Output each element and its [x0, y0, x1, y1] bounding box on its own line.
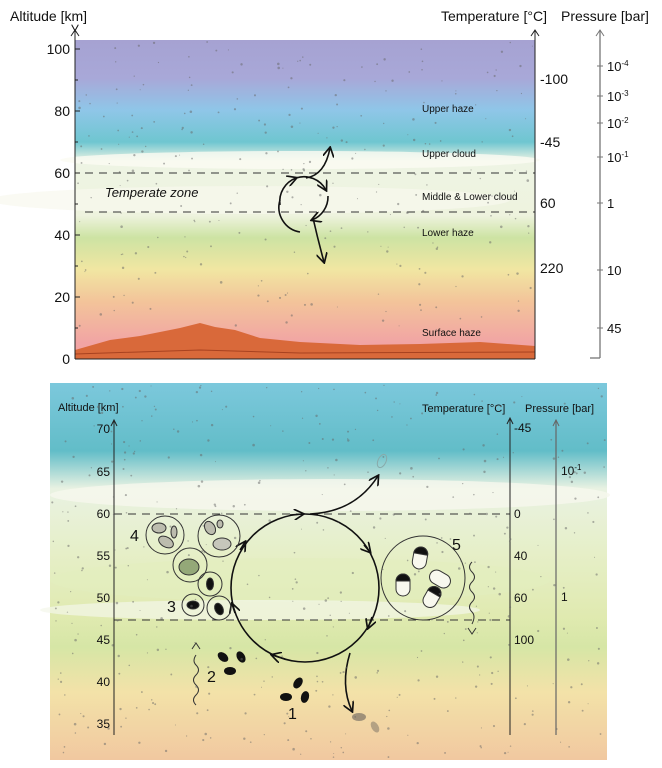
bottom-panel: 1 2 3 4 5 Altitude [km] 70 65 60 55 50 4… [40, 383, 610, 760]
stage-label-1: 1 [288, 706, 297, 723]
convection-cell-arrows [278, 148, 330, 262]
altitude-tick: 55 [97, 549, 111, 563]
temperature-tick: -100 [540, 71, 568, 87]
altitude-tick: 60 [97, 507, 111, 521]
altitude-tick: 35 [97, 717, 111, 731]
top-altitude-title: Altitude [km] [10, 8, 87, 24]
altitude-tick-40: 40 [54, 227, 70, 243]
altitude-tick: 65 [97, 465, 111, 479]
top-pressure-title: Pressure [bar] [561, 8, 649, 24]
layer-label-upper-cloud: Upper cloud [422, 149, 476, 160]
bottom-altitude-title: Altitude [km] [58, 402, 119, 414]
altitude-tick-0: 0 [62, 351, 70, 367]
stage-label-5: 5 [452, 537, 461, 554]
top-temperature-title: Temperature [°C] [441, 8, 547, 24]
pressure-tick: 1 [607, 196, 614, 211]
pressure-tick: 10-1 [607, 150, 629, 165]
cycle-arrows [232, 476, 378, 711]
stage-5-cells [380, 535, 466, 621]
faded-cell-icon [376, 453, 388, 469]
temperature-tick: 0 [514, 507, 521, 521]
temperature-axis-arrow-icon [530, 29, 540, 37]
pressure-tick: 45 [607, 321, 621, 336]
altitude-tick-60: 60 [54, 165, 70, 181]
pressure-axis-arrow-icon [595, 29, 605, 37]
layer-label-lower-haze: Lower haze [422, 228, 474, 239]
sedimentation-wavy-arrow [469, 561, 475, 625]
faded-cell-icon [352, 713, 366, 721]
temperate-zone-label: Temperate zone [105, 185, 198, 200]
temperature-tick: 220 [540, 260, 564, 276]
temperature-tick: 100 [514, 633, 534, 647]
temperature-tick: -45 [540, 134, 560, 150]
stage-4-cell-clusters [145, 514, 241, 583]
stage-1-cells [280, 677, 310, 703]
stage-3-cells [181, 571, 232, 621]
layer-label-upper-haze: Upper haze [422, 104, 474, 115]
bottom-pressure-title: Pressure [bar] [525, 403, 594, 415]
altitude-axis-arrow-icon [70, 29, 80, 37]
middle-cloud-band [0, 186, 510, 214]
temperature-tick: 60 [540, 195, 556, 211]
uplift-wavy-arrow [193, 654, 199, 706]
bottom-temperature-title: Temperature [°C] [422, 403, 505, 415]
pressure-tick: 10-2 [607, 116, 629, 131]
stage-label-2: 2 [207, 669, 216, 686]
pressure-tick: 1 [561, 590, 568, 604]
top-panel: Temperate zone Upper haze Upper cloud Mi… [0, 8, 649, 367]
altitude-tick: 45 [97, 633, 111, 647]
pressure-tick: 10-4 [607, 59, 629, 74]
stage-2-cells [217, 651, 246, 675]
pressure-tick: 10-3 [607, 89, 629, 104]
pressure-tick: 10 [607, 263, 621, 278]
altitude-tick: 70 [97, 422, 111, 436]
layer-label-middle-lower-cloud: Middle & Lower cloud [422, 192, 518, 203]
particle-specks [51, 41, 606, 758]
altitude-tick: 50 [97, 591, 111, 605]
altitude-tick-80: 80 [54, 103, 70, 119]
altitude-tick-100: 100 [47, 41, 71, 57]
upper-cloud-band [60, 151, 540, 169]
altitude-tick: 40 [97, 675, 111, 689]
temperature-tick: 60 [514, 591, 528, 605]
temperature-tick: -45 [514, 421, 532, 435]
stage-label-3: 3 [167, 599, 176, 616]
altitude-tick-20: 20 [54, 289, 70, 305]
terrain-shading [74, 349, 536, 355]
pressure-tick: 10-1 [561, 463, 582, 478]
layer-label-surface-haze: Surface haze [422, 328, 481, 339]
stage-label-4: 4 [130, 528, 139, 545]
temperature-tick: 40 [514, 549, 528, 563]
